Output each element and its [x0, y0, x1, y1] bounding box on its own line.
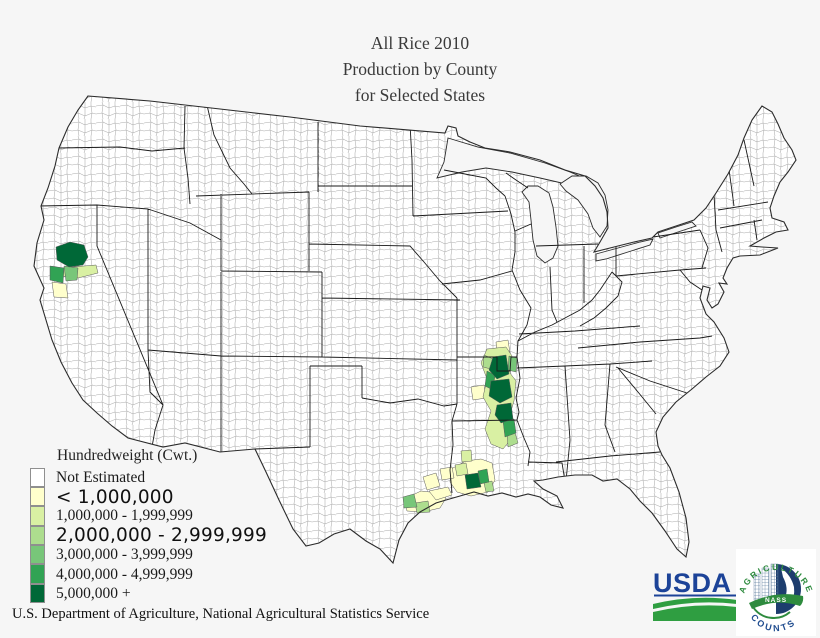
legend-row-under-1m: < 1,000,000 [30, 486, 267, 508]
legend-swatch-over-5m [30, 583, 45, 604]
legend: Hundredweight (Cwt.) Not Estimated < 1,0… [30, 447, 267, 604]
legend-label: 1,000,000 - 1,999,999 [56, 507, 193, 525]
legend-label: 5,000,000 + [56, 585, 131, 603]
lake-ontario-shape [657, 221, 697, 239]
legend-row-4m-5m: 4,000,000 - 4,999,999 [30, 564, 267, 584]
map-title: All Rice 2010 Production by County for S… [190, 30, 650, 108]
legend-label: 2,000,000 - 2,999,999 [56, 525, 267, 547]
map-title-line1: All Rice 2010 [370, 33, 470, 53]
great-lakes [436, 137, 697, 264]
nass-lower-arc [752, 606, 791, 619]
nass-eagle-icon [781, 568, 795, 603]
nass-swoosh [749, 594, 804, 609]
legend-swatch-2m-3m [30, 525, 45, 546]
legend-label: 3,000,000 - 3,999,999 [56, 546, 193, 564]
map-title-line3: for Selected States [354, 85, 486, 105]
lake-huron-shape [559, 175, 609, 238]
legend-swatch-3m-4m [30, 545, 45, 565]
usda-logo-swoosh-upper [653, 597, 737, 609]
class-over-5m-counties [55, 241, 514, 490]
lake-erie-shape [595, 238, 654, 262]
legend-row-over-5m: 5,000,000 + [30, 583, 267, 604]
legend-swatch-under-1m [30, 486, 45, 507]
legend-row-1m-2m: 1,000,000 - 1,999,999 [30, 506, 267, 526]
usda-logo-underline [654, 594, 737, 597]
nass-center-text: NASS [765, 597, 787, 604]
source-attribution: U.S. Department of Agriculture, National… [12, 606, 430, 622]
legend-row-not-estimated: Not Estimated [30, 467, 267, 487]
class-2m-3m-counties [414, 354, 519, 514]
state-boundaries [37, 100, 769, 494]
usda-logo-swoosh-lower [653, 605, 737, 621]
legend-row-3m-4m: 3,000,000 - 3,999,999 [30, 545, 267, 565]
legend-row-2m-3m: 2,000,000 - 2,999,999 [30, 525, 267, 547]
legend-swatch-not-estimated [30, 467, 45, 487]
lake-michigan-shape [521, 185, 559, 264]
legend-swatch-4m-5m [30, 564, 45, 584]
lake-superior-shape [436, 137, 586, 185]
usda-logo: USDA [653, 568, 737, 621]
usda-logo-text: USDA [653, 568, 732, 598]
legend-label: Not Estimated [56, 468, 146, 486]
nass-logo: NASS AGRICULTURE COUNTS [736, 549, 816, 636]
legend-label: 4,000,000 - 4,999,999 [56, 565, 193, 583]
legend-title: Hundredweight (Cwt.) [57, 447, 198, 464]
map-title-line2: Production by County [342, 59, 498, 79]
legend-swatch-1m-2m [30, 506, 45, 526]
legend-label: < 1,000,000 [56, 486, 174, 508]
rice-production-clusters [49, 241, 519, 514]
